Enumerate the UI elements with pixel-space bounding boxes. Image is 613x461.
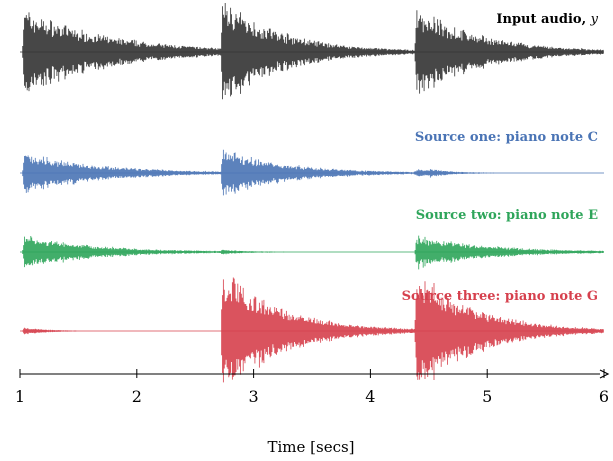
x-tick-label: 5: [482, 387, 492, 406]
series-label-source-one: Source one: piano note C: [415, 130, 598, 145]
series-waveform: [20, 149, 604, 196]
series-waveform-path: [22, 235, 604, 270]
x-tick-label: 3: [249, 387, 259, 406]
series-waveform-path: [22, 277, 604, 383]
series-waveform-path: [22, 149, 494, 196]
series-waveform-path: [22, 3, 604, 100]
x-tick-label: 1: [15, 387, 25, 406]
series-waveform: [20, 235, 604, 270]
x-axis-label: Time [secs]: [267, 438, 354, 456]
series-waveform: [20, 3, 604, 100]
series-label-source-two: Source two: piano note E: [416, 208, 598, 223]
x-axis-arrow-icon: [599, 369, 610, 379]
x-tick-label: 6: [599, 387, 609, 406]
series-waveform: [20, 277, 604, 383]
x-tick-label: 2: [132, 387, 142, 406]
x-axis: 1 2 3 4 5 6 Time [secs]: [15, 369, 610, 456]
waveform-layer: [20, 3, 604, 383]
x-ticks: 1 2 3 4 5 6: [15, 369, 609, 406]
x-tick-label: 4: [365, 387, 375, 406]
series-label-input-audio: Input audio, y: [496, 12, 598, 27]
series-label-source-three: Source three: piano note G: [402, 289, 598, 304]
